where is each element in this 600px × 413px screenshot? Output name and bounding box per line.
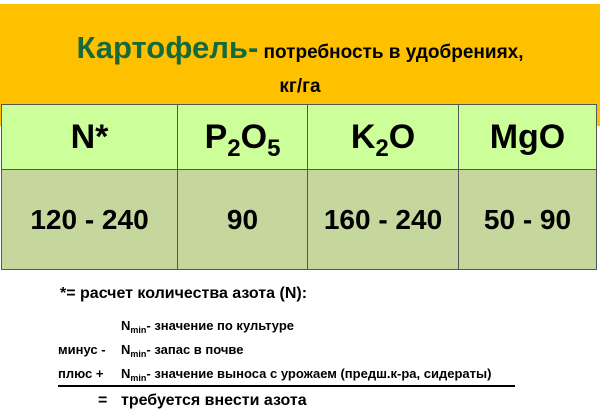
line-text: - значение выноса с урожаем (предш.к-ра,… <box>146 366 492 381</box>
header-p2o5: P2O5 <box>177 104 308 170</box>
line-text: - значение по культуре <box>146 318 295 333</box>
header-n: N* <box>1 104 178 170</box>
sum-divider <box>58 385 515 387</box>
n-symbol: N <box>121 366 131 381</box>
subscript: 2 <box>375 134 389 162</box>
footnote-heading: *= расчет количества азота (N): <box>60 285 308 302</box>
line-text: - запас в почве <box>146 342 244 357</box>
header-text: P <box>204 117 228 156</box>
footnote-line: Nmin- запас в почве <box>121 342 244 359</box>
subscript: 5 <box>267 134 281 162</box>
header-text: MgO <box>489 117 566 156</box>
header-k2o: K2O <box>307 104 459 170</box>
footnote-prefix: минус - <box>58 342 106 357</box>
value-k2o: 160 - 240 <box>307 169 459 270</box>
title-crop: Картофель- <box>76 30 259 65</box>
subscript: min <box>130 325 147 335</box>
n-symbol: N <box>121 342 131 357</box>
page-title: Картофель- потребность в удобрениях, <box>0 30 600 66</box>
value-p2o5: 90 <box>177 169 308 270</box>
subscript: min <box>130 349 147 359</box>
header-text: O <box>388 117 416 156</box>
header-mgo: MgO <box>458 104 597 170</box>
result-sign: = <box>98 392 108 409</box>
result-text: требуется внести азота <box>121 392 307 409</box>
n-symbol: N <box>121 318 131 333</box>
value-mgo: 50 - 90 <box>458 169 597 270</box>
footnote-prefix: плюс + <box>58 366 104 381</box>
header-text: K <box>350 117 376 156</box>
title-rest: потребность в удобрениях, <box>258 42 524 63</box>
subscript: min <box>130 373 147 383</box>
header-text: O <box>240 117 268 156</box>
table-row: 120 - 240 90 160 - 240 50 - 90 <box>1 169 597 270</box>
title-unit: кг/га <box>279 76 321 97</box>
fertilizer-table: N* P2O5 K2O MgO 120 - 240 90 160 - 240 5… <box>1 104 597 270</box>
footnote-line: Nmin- значение по культуре <box>121 318 295 335</box>
footnote-line: Nmin- значение выноса с урожаем (предш.к… <box>121 366 492 383</box>
header-text: N* <box>70 117 109 156</box>
subscript: 2 <box>227 134 241 162</box>
table-header-row: N* P2O5 K2O MgO <box>1 104 597 170</box>
value-n: 120 - 240 <box>1 169 178 270</box>
